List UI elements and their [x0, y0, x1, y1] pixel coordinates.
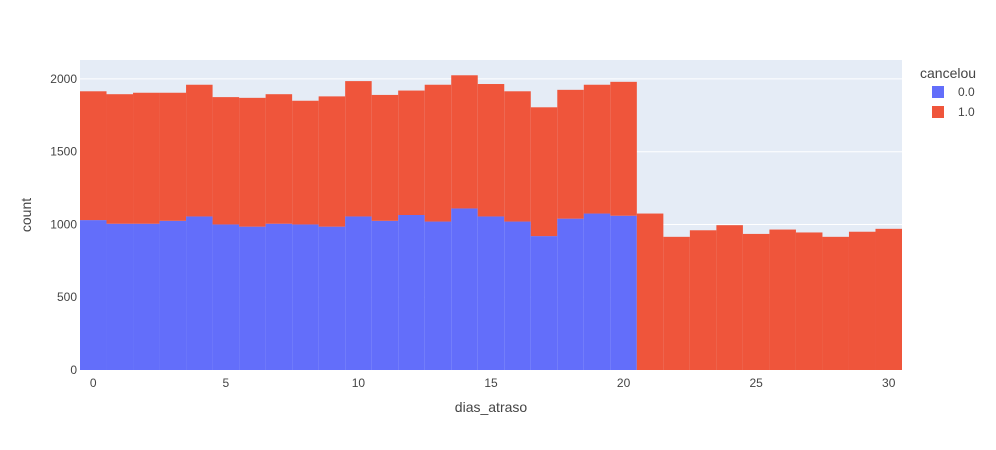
bar-series-1.0[interactable] [636, 213, 664, 370]
bar-series-1.0[interactable] [742, 233, 770, 370]
bar-series-1.0[interactable] [398, 90, 425, 215]
bar-series-1.0[interactable] [504, 91, 531, 222]
x-axis-ticks: 0 5 10 15 20 25 30 [90, 376, 896, 390]
y-tick-label: 500 [57, 290, 77, 304]
bar-series-0.0[interactable] [477, 216, 505, 370]
bar-series-1.0[interactable] [239, 97, 266, 227]
bar-series-1.0[interactable] [769, 229, 796, 370]
bar-series-1.0[interactable] [875, 228, 902, 370]
y-tick-label: 1000 [50, 217, 77, 231]
bar-series-0.0[interactable] [530, 236, 558, 370]
bar-series-0.0[interactable] [504, 221, 531, 370]
bar-series-0.0[interactable] [292, 224, 319, 370]
bar-series-1.0[interactable] [318, 96, 346, 227]
bar-series-1.0[interactable] [822, 236, 849, 370]
legend-label[interactable]: 1.0 [958, 105, 975, 119]
bar-series-0.0[interactable] [133, 223, 160, 370]
bar-series-1.0[interactable] [663, 236, 690, 370]
bar-series-0.0[interactable] [265, 223, 293, 370]
bar-series-1.0[interactable] [557, 89, 584, 219]
x-axis-title: dias_atraso [455, 399, 528, 415]
x-tick-label: 25 [749, 376, 763, 390]
bar-series-0.0[interactable] [610, 215, 637, 370]
legend[interactable]: cancelou 0.0 1.0 [920, 65, 976, 119]
y-axis-title: count [18, 198, 34, 232]
bar-series-0.0[interactable] [451, 208, 478, 370]
bar-series-1.0[interactable] [345, 81, 372, 217]
bar-series-0.0[interactable] [106, 223, 134, 370]
bar-series-1.0[interactable] [265, 94, 293, 224]
bar-series-0.0[interactable] [186, 216, 213, 370]
bar-series-0.0[interactable] [557, 218, 584, 370]
bar-series-1.0[interactable] [133, 92, 160, 224]
bar-series-1.0[interactable] [424, 84, 452, 222]
legend-label[interactable]: 0.0 [958, 85, 975, 99]
bar-series-1.0[interactable] [848, 231, 876, 370]
x-tick-label: 0 [90, 376, 97, 390]
legend-swatch[interactable] [932, 106, 944, 118]
bar-series-1.0[interactable] [212, 97, 240, 225]
bar-series-1.0[interactable] [795, 232, 823, 370]
bar-series-1.0[interactable] [292, 100, 319, 225]
bar-series-0.0[interactable] [80, 220, 107, 370]
x-tick-label: 5 [222, 376, 229, 390]
bar-series-0.0[interactable] [239, 226, 266, 370]
bar-series-1.0[interactable] [106, 94, 134, 224]
bar-series-0.0[interactable] [583, 213, 611, 370]
bar-series-1.0[interactable] [530, 107, 558, 237]
x-tick-label: 15 [484, 376, 498, 390]
bar-series-1.0[interactable] [610, 81, 637, 216]
bar-series-1.0[interactable] [451, 75, 478, 209]
bar-series-1.0[interactable] [716, 225, 743, 370]
x-tick-label: 10 [352, 376, 366, 390]
bar-series-0.0[interactable] [212, 224, 240, 370]
x-tick-label: 30 [882, 376, 896, 390]
y-tick-label: 0 [70, 363, 77, 377]
bar-series-1.0[interactable] [371, 94, 399, 221]
bar-series-0.0[interactable] [318, 226, 346, 370]
legend-swatch[interactable] [932, 86, 944, 98]
bar-series-0.0[interactable] [345, 216, 372, 370]
y-tick-label: 1500 [50, 145, 77, 159]
bar-series-0.0[interactable] [159, 220, 187, 370]
bar-series-0.0[interactable] [371, 220, 399, 370]
bar-series-0.0[interactable] [398, 215, 425, 370]
bar-series-1.0[interactable] [477, 84, 505, 217]
bar-series-1.0[interactable] [159, 92, 187, 221]
bar-series-1.0[interactable] [583, 84, 611, 214]
legend-title: cancelou [920, 65, 976, 81]
x-tick-label: 20 [617, 376, 631, 390]
bar-series-1.0[interactable] [689, 230, 717, 370]
bar-series-1.0[interactable] [80, 91, 107, 221]
y-tick-label: 2000 [50, 72, 77, 86]
bars [80, 75, 902, 370]
bar-series-1.0[interactable] [186, 84, 213, 217]
y-axis-ticks: 0 500 1000 1500 2000 [50, 72, 77, 377]
bar-series-0.0[interactable] [424, 221, 452, 370]
